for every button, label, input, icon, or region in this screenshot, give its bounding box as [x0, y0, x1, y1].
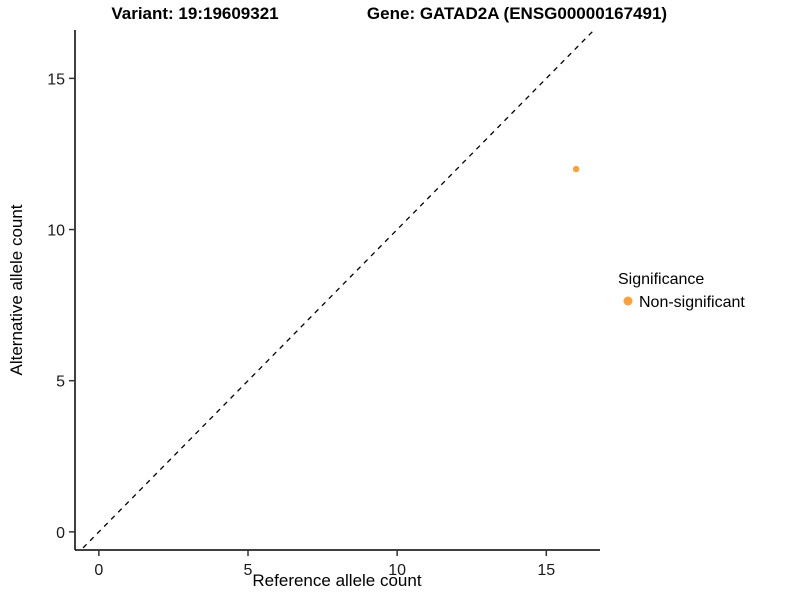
x-tick-label: 15 [537, 562, 555, 579]
variant-title: Variant: 19:19609321 [111, 4, 278, 23]
legend-label: Non-significant [639, 294, 745, 311]
y-tick-label: 5 [56, 374, 65, 391]
y-tick-label: 15 [47, 71, 65, 88]
identity-dashed-line [80, 30, 595, 550]
x-tick-label: 5 [244, 562, 253, 579]
x-tick-label: 0 [94, 562, 103, 579]
x-tick-label: 10 [388, 562, 406, 579]
axis-ticks: 0 5 10 15 0 5 10 15 [47, 71, 555, 579]
y-axis-title: Alternative allele count [7, 204, 26, 375]
legend: Significance Non-significant [618, 271, 745, 311]
data-point [572, 165, 580, 173]
y-tick-label: 0 [56, 525, 65, 542]
legend-title: Significance [618, 271, 704, 288]
x-axis-title: Reference allele count [252, 571, 421, 590]
axes [74, 30, 600, 551]
plot-layer [80, 30, 595, 550]
legend-key-dot [623, 296, 633, 306]
gene-title: Gene: GATAD2A (ENSG00000167491) [367, 4, 667, 23]
y-tick-label: 10 [47, 223, 65, 240]
